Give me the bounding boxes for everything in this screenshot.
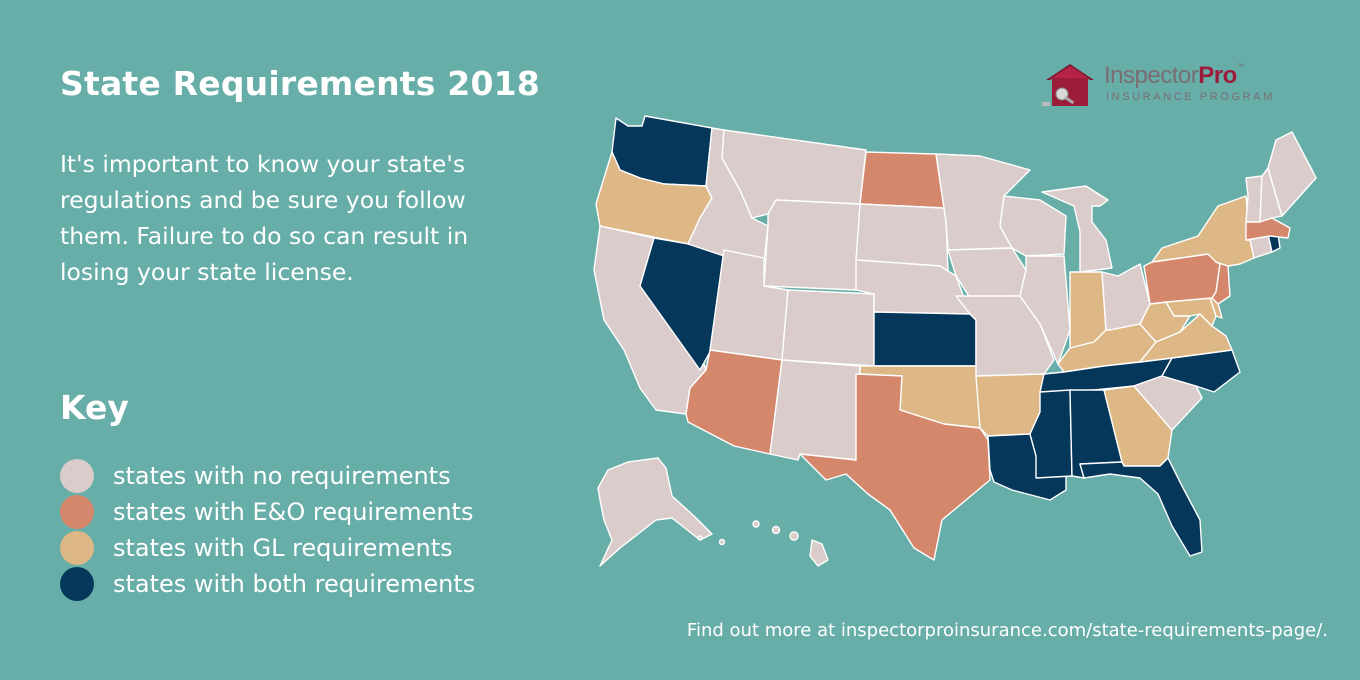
state-FL — [1079, 457, 1203, 557]
house-logo-icon — [1042, 64, 1094, 106]
legend-item-none: states with no requirements — [60, 458, 475, 494]
legend: states with no requirements states with … — [60, 458, 475, 602]
state-IL — [1019, 255, 1071, 365]
state-TX — [799, 373, 991, 561]
footer-link-text: Find out more at inspectorproinsurance.c… — [686, 620, 1328, 641]
state-SC — [1133, 375, 1203, 431]
logo-trademark: ™ — [1236, 62, 1245, 71]
state-NM — [769, 359, 861, 461]
key-title: Key — [60, 388, 129, 427]
legend-swatch-none — [60, 459, 94, 493]
legend-item-gl: states with GL requirements — [60, 530, 475, 566]
logo-name-inspector: Inspector — [1104, 62, 1199, 89]
page-title: State Requirements 2018 — [60, 64, 540, 103]
legend-label-both: states with both requirements — [113, 570, 476, 598]
legend-label-none: states with no requirements — [113, 462, 451, 490]
state-HI-island-1 — [752, 520, 760, 528]
state-ME — [1267, 131, 1317, 217]
hawaii-small-islands — [697, 520, 799, 546]
state-HI-island-3 — [789, 531, 799, 541]
legend-swatch-gl — [60, 531, 94, 565]
legend-item-eo: states with E&O requirements — [60, 494, 475, 530]
state-WY — [763, 199, 861, 291]
logo-name-pro: Pro — [1198, 62, 1237, 89]
state-WI — [999, 195, 1067, 257]
state-NH — [1259, 167, 1283, 223]
state-CO — [781, 289, 875, 367]
legend-item-both: states with both requirements — [60, 566, 475, 602]
intro-text: It's important to know your state's regu… — [60, 150, 469, 286]
logo-subtitle: INSURANCE PROGRAM — [1106, 91, 1275, 103]
state-NJ — [1211, 261, 1231, 305]
legend-label-gl: states with GL requirements — [113, 534, 453, 562]
state-HI-island-4 — [718, 538, 726, 546]
state-ND — [859, 151, 945, 209]
state-MI — [1041, 185, 1113, 273]
state-HI-island-2 — [771, 525, 781, 535]
inspectorpro-logo: InspectorPro™ INSURANCE PROGRAM — [1040, 60, 1300, 108]
legend-swatch-both — [60, 567, 94, 601]
state-VT — [1245, 175, 1263, 223]
state-HI-island-5 — [697, 535, 703, 541]
state-HI — [809, 539, 829, 567]
state-AK — [597, 457, 713, 567]
legend-label-eo: states with E&O requirements — [113, 498, 474, 526]
logo-name: InspectorPro™ — [1104, 62, 1245, 90]
state-KS — [873, 311, 977, 367]
legend-swatch-eo — [60, 495, 94, 529]
